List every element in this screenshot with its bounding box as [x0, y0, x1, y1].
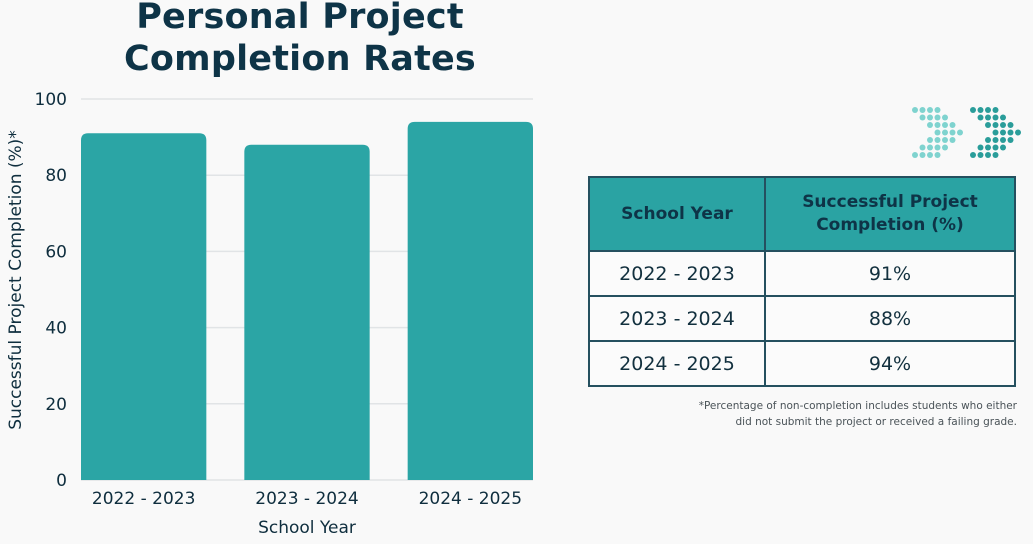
logo-dot — [934, 137, 941, 143]
logo-dot — [1000, 114, 1006, 121]
logo-dot — [1000, 129, 1006, 136]
logo-dot — [942, 129, 948, 136]
logo-dot — [992, 107, 999, 113]
y-axis-ticks: 0 20 40 60 80 100 — [35, 90, 67, 491]
logo-dot — [970, 152, 976, 158]
x-tick-label: 2023 - 2024 — [255, 489, 358, 509]
logo-dot — [992, 122, 999, 128]
logo-dot — [985, 137, 991, 143]
x-tick-label: 2024 - 2025 — [419, 489, 522, 509]
footnote-line-1: *Percentage of non-completion includes s… — [698, 400, 1017, 412]
bar — [81, 133, 207, 481]
cell-year: 2024 - 2025 — [588, 340, 766, 387]
cell-year: 2022 - 2023 — [588, 250, 766, 297]
logo-dot — [927, 114, 933, 121]
table-row: 2023 - 2024 88% — [588, 295, 1016, 342]
logo-dot — [942, 137, 948, 143]
y-axis-title: Successful Project Completion (%)* — [6, 130, 26, 430]
logo-dot — [985, 144, 991, 151]
table-row: 2022 - 2023 91% — [588, 250, 1016, 297]
logo-dot — [985, 107, 991, 113]
chart-title: Personal Project Completion Rates — [100, 0, 500, 80]
x-axis-title: School Year — [258, 518, 356, 538]
logo-dot — [1000, 137, 1006, 143]
logo-dot — [919, 114, 926, 121]
logo-dot — [1007, 129, 1014, 136]
logo-dot — [934, 107, 941, 113]
y-tick-label: 40 — [45, 319, 67, 339]
logo-dot — [977, 152, 984, 158]
y-tick-label: 0 — [56, 471, 67, 491]
header-school-year: School Year — [588, 176, 766, 252]
logo-dot — [1007, 137, 1014, 143]
logo-dot — [934, 114, 941, 121]
completion-table: School Year Successful Project Completio… — [588, 176, 1016, 387]
logo-dot — [942, 122, 948, 128]
logo-dot — [985, 114, 991, 121]
table-header-row: School Year Successful Project Completio… — [588, 176, 1016, 252]
table-row: 2024 - 2025 94% — [588, 340, 1016, 387]
logo-dot — [927, 137, 933, 143]
logo-dot — [927, 122, 933, 128]
logo-dot — [927, 107, 933, 113]
header-completion: Successful Project Completion (%) — [764, 176, 1016, 252]
logo-dot — [919, 144, 926, 151]
logo-dot — [919, 107, 926, 113]
logo-dot — [934, 129, 941, 136]
logo-dot — [977, 107, 984, 113]
logo-dot — [992, 144, 999, 151]
logo-dot — [1000, 144, 1006, 151]
y-tick-label: 20 — [45, 395, 67, 415]
cell-value: 88% — [764, 295, 1016, 342]
logo-dot — [934, 152, 941, 158]
footnote-line-2: did not submit the project or received a… — [735, 416, 1017, 428]
y-tick-label: 100 — [35, 90, 67, 110]
logo-dot — [912, 107, 918, 113]
logo-dot — [977, 114, 984, 121]
bar — [244, 144, 370, 480]
logo-dot — [942, 144, 948, 151]
chart-title-line-1: Personal Project — [136, 0, 464, 37]
cell-value: 91% — [764, 250, 1016, 297]
bar-chart: 0 20 40 60 80 100 2022 - 2023 2023 - 2024 2024 … — [6, 90, 533, 538]
header-completion-line-1: Successful Project — [802, 192, 978, 212]
logo-dot — [1000, 122, 1006, 128]
logo-dot — [912, 152, 918, 158]
x-tick-label: 2022 - 2023 — [92, 489, 195, 509]
logo-dot — [1007, 122, 1014, 128]
double-chevron-logo-icon — [912, 107, 1021, 158]
chart-title-line-2: Completion Rates — [124, 39, 476, 79]
logo-dot — [949, 129, 956, 136]
logo-dot — [957, 129, 963, 136]
logo-dot — [934, 122, 941, 128]
logo-dot — [927, 144, 933, 151]
bar — [407, 121, 533, 481]
logo-dot — [992, 152, 999, 158]
x-axis-ticks: 2022 - 2023 2023 - 2024 2024 - 2025 — [92, 489, 522, 509]
logo-dot — [992, 137, 999, 143]
logo-dot — [942, 114, 948, 121]
footnote: *Percentage of non-completion includes s… — [597, 398, 1017, 430]
logo-dot — [985, 152, 991, 158]
logo-dot — [949, 137, 956, 143]
logo-dot — [992, 114, 999, 121]
cell-value: 94% — [764, 340, 1016, 387]
y-tick-label: 80 — [45, 166, 67, 186]
logo-dot — [977, 144, 984, 151]
logo-dot — [934, 144, 941, 151]
y-tick-label: 60 — [45, 242, 67, 262]
logo-dot — [1015, 129, 1021, 136]
logo-dot — [992, 129, 999, 136]
header-completion-line-2: Completion (%) — [816, 215, 964, 235]
logo-dot — [985, 122, 991, 128]
bars — [81, 121, 533, 481]
logo-dot — [919, 152, 926, 158]
cell-year: 2023 - 2024 — [588, 295, 766, 342]
logo-dot — [949, 122, 956, 128]
logo-dot — [927, 152, 933, 158]
logo-dot — [970, 107, 976, 113]
